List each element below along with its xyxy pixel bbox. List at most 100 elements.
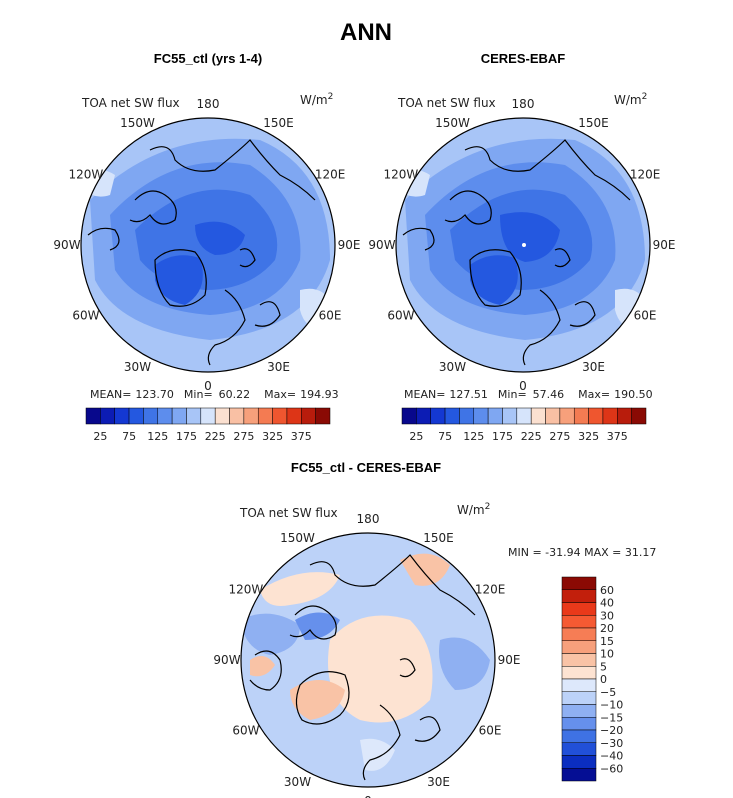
- colorbar-tick-label: 225: [521, 430, 542, 443]
- longitude-label: 60W: [232, 724, 259, 738]
- colorbar-cell: [561, 640, 597, 654]
- colorbar-cell: [561, 755, 597, 769]
- colorbar-cell: [85, 407, 101, 425]
- longitude-label: 0: [519, 379, 527, 393]
- colorbar-cell: [243, 407, 259, 425]
- map-fill-central-warm: [328, 615, 433, 723]
- colorbar-tick-label: 25: [409, 430, 423, 443]
- colorbar-cell: [487, 407, 503, 425]
- colorbar-cell: [561, 666, 597, 680]
- colorbar-tick-label: 375: [291, 430, 312, 443]
- panel-obs-map: [396, 118, 650, 372]
- colorbar-cell: [561, 678, 597, 692]
- colorbar-tick-label: 75: [438, 430, 452, 443]
- longitude-label: 30E: [582, 360, 605, 374]
- colorbar-tick-label: 0: [600, 673, 607, 686]
- longitude-label: 90E: [338, 238, 361, 252]
- colorbar-tick-label: −5: [600, 686, 616, 699]
- colorbar-cell: [561, 602, 597, 616]
- longitude-label: 90W: [213, 653, 240, 667]
- colorbar-cell: [561, 653, 597, 667]
- panel-obs-colorbar: [401, 407, 647, 425]
- map-fill-greenland: [470, 255, 518, 305]
- longitude-label: 120W: [69, 168, 104, 182]
- colorbar-cell: [530, 407, 546, 425]
- panel-obs-title: CERES-EBAF: [481, 51, 566, 66]
- longitude-label: 30W: [284, 775, 311, 789]
- longitude-label: 150E: [423, 531, 454, 545]
- colorbar-cell: [100, 407, 115, 425]
- map-fill-greenland-warm: [290, 680, 345, 720]
- colorbar-cell: [561, 717, 597, 731]
- panel-model-colorbar-ticks: 25 75 125 175 225 275 325 375: [93, 430, 311, 443]
- colorbar-tick-label: 60: [600, 584, 614, 597]
- colorbar-cell: [315, 407, 331, 425]
- panel-obs-colorbar-ticks: 25 75 125 175 225 275 325 375: [409, 430, 627, 443]
- colorbar-cell: [416, 407, 431, 425]
- colorbar-cell: [516, 407, 532, 425]
- colorbar-tick-label: 125: [147, 430, 168, 443]
- map-coastlines: [87, 139, 316, 366]
- colorbar-tick-label: 25: [93, 430, 107, 443]
- longitude-label: 180: [197, 97, 220, 111]
- longitude-label: 90W: [368, 238, 395, 252]
- longitude-label: 180: [512, 97, 535, 111]
- panel-model-longitude-labels: 180 150E 120E 90E 60E 30E 0 30W 60W 90W 120W 150W: [53, 97, 360, 393]
- colorbar-cell: [617, 407, 632, 425]
- panel-diff: FC55_ctl - CERES-EBAF TOA net SW flux W/…: [213, 460, 656, 798]
- longitude-label: 0: [204, 379, 212, 393]
- colorbar-cell: [257, 407, 273, 425]
- figure-title: ANN: [340, 19, 392, 46]
- colorbar-tick-label: −20: [600, 724, 623, 737]
- colorbar-tick-label: 125: [463, 430, 484, 443]
- panel-obs: CERES-EBAF TOA net SW flux W/m2: [368, 51, 675, 443]
- colorbar-cell: [272, 407, 288, 425]
- colorbar-cell: [573, 407, 589, 425]
- map-fill-pole: [195, 221, 245, 255]
- map-fill-atlantic-neutral: [360, 738, 395, 771]
- colorbar-tick-label: 175: [176, 430, 197, 443]
- colorbar-cell: [444, 407, 460, 425]
- longitude-label: 180: [357, 512, 380, 526]
- colorbar-cell: [459, 407, 475, 425]
- panel-diff-stats: MIN = -31.94 MAX = 31.17: [508, 546, 656, 559]
- colorbar-cell: [561, 589, 597, 603]
- colorbar-cell: [200, 407, 216, 425]
- colorbar-tick-label: 30: [600, 609, 614, 622]
- map-fill-hudson-warm: [250, 656, 275, 677]
- colorbar-cell: [561, 729, 597, 743]
- map-fill-pole: [500, 212, 560, 262]
- colorbar-cell: [588, 407, 604, 425]
- map-fill-pacific-warm: [260, 572, 340, 606]
- colorbar-cell: [561, 742, 597, 756]
- colorbar-cell: [473, 407, 489, 425]
- longitude-label: 60E: [634, 309, 657, 323]
- colorbar-tick-label: 275: [233, 430, 254, 443]
- longitude-label: 60E: [479, 724, 502, 738]
- colorbar-cell: [561, 615, 597, 629]
- colorbar-tick-label: 325: [262, 430, 283, 443]
- longitude-label: 120E: [630, 168, 661, 182]
- colorbar-tick-label: 225: [205, 430, 226, 443]
- longitude-label: 120E: [315, 168, 346, 182]
- panel-obs-longitude-labels: 180 150E 120E 90E 60E 30E 0 30W 60W 90W 120W 150W: [368, 97, 675, 393]
- colorbar-tick-label: 175: [492, 430, 513, 443]
- colorbar-cell: [602, 407, 618, 425]
- longitude-label: 150E: [578, 116, 609, 130]
- longitude-label: 150E: [263, 116, 294, 130]
- panel-diff-map: [241, 533, 495, 787]
- colorbar-cell: [561, 576, 597, 590]
- map-fill-siberia-cool: [439, 637, 490, 690]
- colorbar-cell: [186, 407, 202, 425]
- panel-diff-title: FC55_ctl - CERES-EBAF: [291, 460, 441, 475]
- panel-model-map: [81, 118, 335, 372]
- longitude-label: 90W: [53, 238, 80, 252]
- colorbar-tick-label: 375: [607, 430, 628, 443]
- panel-diff-longitude-labels: 180 150E 120E 90E 60E 30E 0 30W 60W 90W 120W 150W: [213, 512, 520, 798]
- map-coastlines: [249, 554, 476, 781]
- colorbar-cell: [561, 704, 597, 718]
- colorbar-cell: [229, 407, 245, 425]
- colorbar-cell: [430, 407, 446, 425]
